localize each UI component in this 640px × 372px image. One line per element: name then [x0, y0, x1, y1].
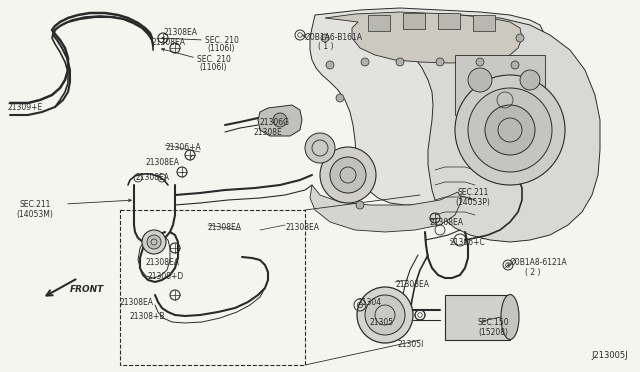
Bar: [120, 210, 305, 365]
Circle shape: [468, 88, 552, 172]
Circle shape: [320, 147, 376, 203]
Text: (14053M): (14053M): [16, 210, 53, 219]
Circle shape: [305, 133, 335, 163]
Text: 21309+E: 21309+E: [8, 103, 44, 112]
Text: 21308EA: 21308EA: [163, 28, 197, 37]
Text: SEC.150: SEC.150: [478, 318, 509, 327]
Circle shape: [361, 58, 369, 66]
Polygon shape: [325, 12, 522, 63]
Text: 21308EA: 21308EA: [120, 298, 154, 307]
Text: 21308EA: 21308EA: [135, 173, 169, 182]
Text: (1106I): (1106I): [207, 44, 234, 53]
Polygon shape: [390, 15, 600, 242]
Text: 21306G: 21306G: [260, 118, 290, 127]
Text: SEC. 210: SEC. 210: [205, 36, 239, 45]
Text: ( 2 ): ( 2 ): [525, 268, 541, 277]
Circle shape: [511, 61, 519, 69]
Text: FRONT: FRONT: [70, 285, 104, 294]
Circle shape: [476, 58, 484, 66]
Text: 21308EA: 21308EA: [145, 258, 179, 267]
Text: 21305: 21305: [370, 318, 394, 327]
Text: (15208): (15208): [478, 328, 508, 337]
Polygon shape: [310, 185, 462, 232]
Circle shape: [455, 75, 565, 185]
Text: 21308EA: 21308EA: [395, 280, 429, 289]
Circle shape: [520, 70, 540, 90]
Circle shape: [147, 235, 161, 249]
Text: SEC. 210: SEC. 210: [197, 55, 231, 64]
Polygon shape: [258, 105, 302, 136]
Text: 21306+C: 21306+C: [450, 238, 486, 247]
Text: 21308EA: 21308EA: [208, 223, 242, 232]
Text: ( 1 ): ( 1 ): [318, 42, 333, 51]
Circle shape: [365, 295, 405, 335]
Text: 21308+D: 21308+D: [148, 272, 184, 281]
Circle shape: [357, 287, 413, 343]
Circle shape: [336, 94, 344, 102]
Text: J213005J: J213005J: [591, 351, 628, 360]
Text: 21308EA: 21308EA: [145, 158, 179, 167]
Circle shape: [436, 58, 444, 66]
Circle shape: [468, 68, 492, 92]
Text: (1106I): (1106I): [199, 63, 227, 72]
Text: 21305I: 21305I: [398, 340, 424, 349]
Text: 21308EA: 21308EA: [285, 223, 319, 232]
Ellipse shape: [501, 295, 519, 340]
Circle shape: [321, 34, 329, 42]
Circle shape: [330, 157, 366, 193]
Text: 21308EA: 21308EA: [430, 218, 464, 227]
Text: 21304: 21304: [358, 298, 382, 307]
Text: Ø0B1A8-6121A: Ø0B1A8-6121A: [510, 258, 568, 267]
Text: (14053P): (14053P): [455, 198, 490, 207]
Circle shape: [142, 230, 166, 254]
Circle shape: [356, 201, 364, 209]
Circle shape: [273, 113, 287, 127]
Text: 21308E: 21308E: [253, 128, 282, 137]
Text: 21308+B: 21308+B: [130, 312, 166, 321]
Bar: [438, 13, 460, 29]
Polygon shape: [310, 8, 545, 205]
Text: SEC.211: SEC.211: [458, 188, 490, 197]
Bar: [455, 55, 545, 115]
Bar: [445, 295, 510, 340]
Text: Ø0B1A6-B161A: Ø0B1A6-B161A: [305, 33, 363, 42]
Bar: [403, 13, 425, 29]
Circle shape: [485, 105, 535, 155]
Text: 21308EA: 21308EA: [152, 38, 186, 47]
Bar: [368, 15, 390, 31]
Circle shape: [516, 34, 524, 42]
Text: 21306+A: 21306+A: [165, 143, 201, 152]
Circle shape: [396, 58, 404, 66]
Text: SEC.211: SEC.211: [20, 200, 51, 209]
Bar: [473, 15, 495, 31]
Circle shape: [326, 61, 334, 69]
